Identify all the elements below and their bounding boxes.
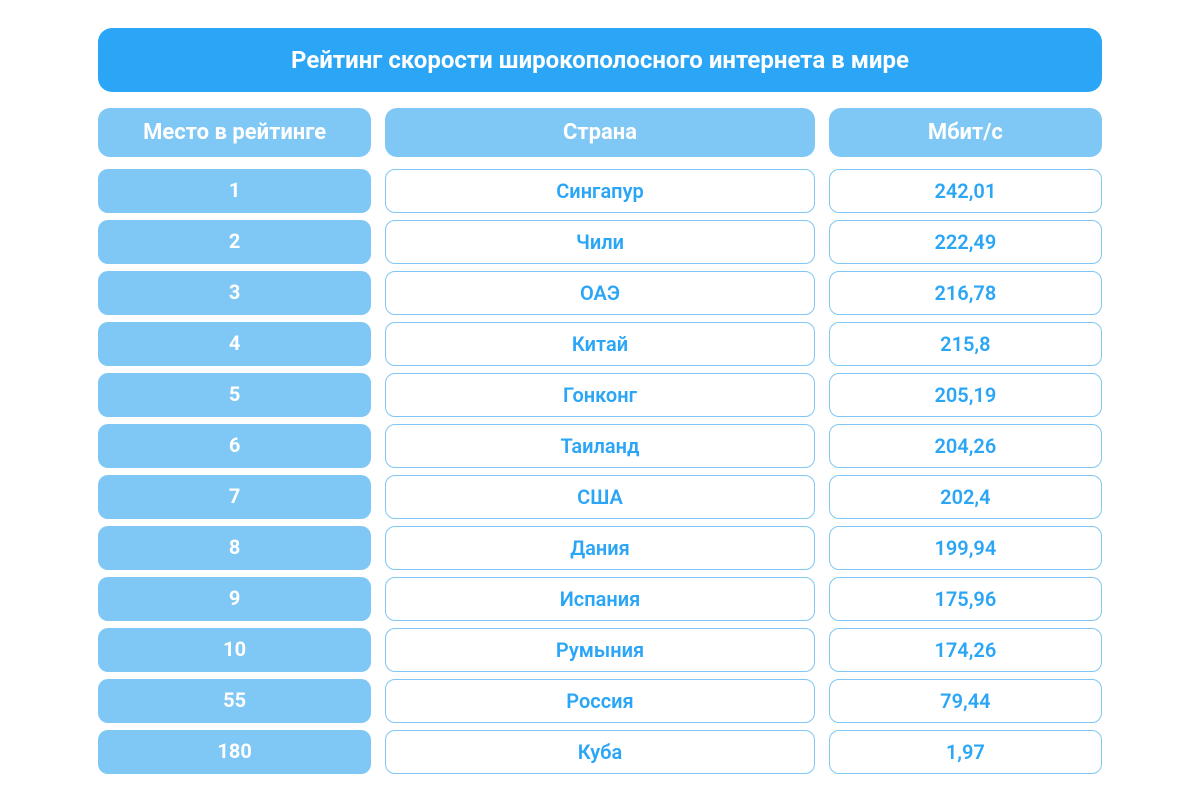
header-rank: Место в рейтинге bbox=[98, 108, 371, 157]
table-row: 1 Сингапур 242,01 bbox=[98, 169, 1102, 213]
cell-speed: 215,8 bbox=[829, 322, 1102, 366]
cell-country: Куба bbox=[385, 730, 814, 774]
cell-rank: 9 bbox=[98, 577, 371, 621]
cell-speed: 199,94 bbox=[829, 526, 1102, 570]
cell-rank: 6 bbox=[98, 424, 371, 468]
cell-speed: 242,01 bbox=[829, 169, 1102, 213]
cell-speed: 216,78 bbox=[829, 271, 1102, 315]
cell-speed: 202,4 bbox=[829, 475, 1102, 519]
cell-rank: 8 bbox=[98, 526, 371, 570]
cell-country: Россия bbox=[385, 679, 814, 723]
cell-speed: 1,97 bbox=[829, 730, 1102, 774]
cell-country: ОАЭ bbox=[385, 271, 814, 315]
cell-country: Сингапур bbox=[385, 169, 814, 213]
cell-speed: 204,26 bbox=[829, 424, 1102, 468]
header-speed: Мбит/с bbox=[829, 108, 1102, 157]
table-body: 1 Сингапур 242,01 2 Чили 222,49 3 ОАЭ 216,78 4 Кит… bbox=[98, 169, 1102, 774]
cell-country: Чили bbox=[385, 220, 814, 264]
table-row: 9 Испания 175,96 bbox=[98, 577, 1102, 621]
table-title: Рейтинг скорости широкополосного интерне… bbox=[98, 28, 1102, 92]
cell-country: Испания bbox=[385, 577, 814, 621]
cell-country: Таиланд bbox=[385, 424, 814, 468]
cell-speed: 175,96 bbox=[829, 577, 1102, 621]
cell-rank: 55 bbox=[98, 679, 371, 723]
table-row: 10 Румыния 174,26 bbox=[98, 628, 1102, 672]
cell-country: Дания bbox=[385, 526, 814, 570]
column-headers: Место в рейтинге Страна Мбит/с bbox=[98, 108, 1102, 157]
cell-speed: 174,26 bbox=[829, 628, 1102, 672]
cell-country: США bbox=[385, 475, 814, 519]
cell-speed: 79,44 bbox=[829, 679, 1102, 723]
cell-rank: 4 bbox=[98, 322, 371, 366]
cell-rank: 7 bbox=[98, 475, 371, 519]
cell-rank: 10 bbox=[98, 628, 371, 672]
cell-country: Китай bbox=[385, 322, 814, 366]
cell-speed: 222,49 bbox=[829, 220, 1102, 264]
table-row: 7 США 202,4 bbox=[98, 475, 1102, 519]
cell-rank: 2 bbox=[98, 220, 371, 264]
table-row: 4 Китай 215,8 bbox=[98, 322, 1102, 366]
cell-rank: 180 bbox=[98, 730, 371, 774]
header-country: Страна bbox=[385, 108, 814, 157]
cell-rank: 1 bbox=[98, 169, 371, 213]
table-row: 5 Гонконг 205,19 bbox=[98, 373, 1102, 417]
cell-rank: 5 bbox=[98, 373, 371, 417]
ranking-table: Рейтинг скорости широкополосного интерне… bbox=[98, 28, 1102, 774]
table-row: 55 Россия 79,44 bbox=[98, 679, 1102, 723]
table-row: 2 Чили 222,49 bbox=[98, 220, 1102, 264]
table-row: 3 ОАЭ 216,78 bbox=[98, 271, 1102, 315]
cell-country: Гонконг bbox=[385, 373, 814, 417]
table-row: 8 Дания 199,94 bbox=[98, 526, 1102, 570]
table-row: 180 Куба 1,97 bbox=[98, 730, 1102, 774]
table-row: 6 Таиланд 204,26 bbox=[98, 424, 1102, 468]
cell-country: Румыния bbox=[385, 628, 814, 672]
cell-rank: 3 bbox=[98, 271, 371, 315]
cell-speed: 205,19 bbox=[829, 373, 1102, 417]
